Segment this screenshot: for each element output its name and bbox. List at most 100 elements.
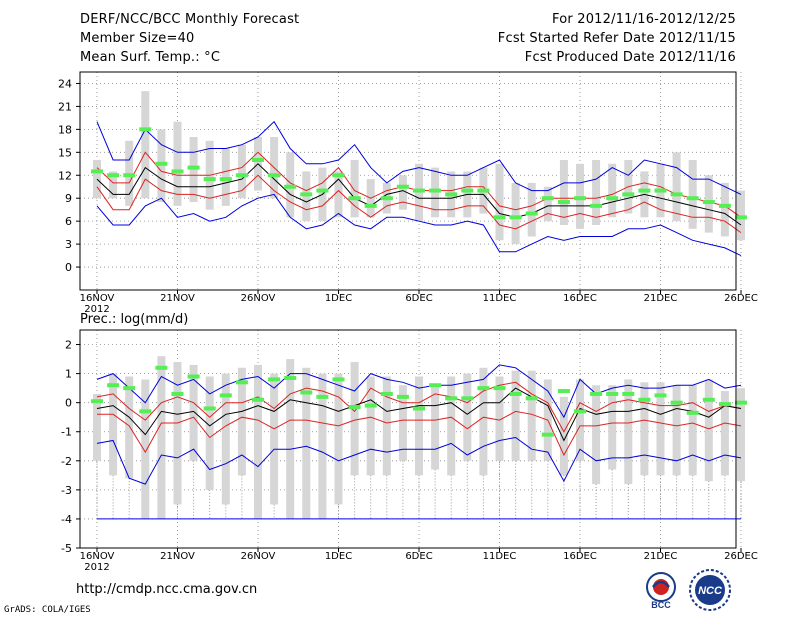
ensemble-box [415,376,423,476]
ncc-logo-text: NCC [698,585,723,597]
ensemble-box [688,159,697,229]
ensemble-box [398,175,407,210]
median-marker [735,400,747,405]
ensemble-box [173,361,182,505]
median-marker [107,173,120,178]
bcc-logo-text: BCC [651,600,671,610]
x-tick-label: 16DEC [563,551,597,562]
ensemble-box [463,373,472,461]
x-tick-label: 11DEC [483,551,517,562]
x-tick-label: 26NOV [241,293,276,304]
forecast-period: For 2012/11/16-2012/12/25 [552,12,736,27]
min-line [96,436,742,485]
median-marker [525,396,538,401]
median-marker [171,169,184,174]
x-tick-label: 26NOV [241,551,276,562]
ensemble-box [511,182,520,245]
y-tick-label: 6 [65,215,72,228]
median-marker [155,161,168,166]
plot-2: -5 -4 -3 -2 -1 0 1 2 16NOV 21NOV 26NOV 1DEC 6DEC 11DE… [61,329,758,573]
variable1-label: Mean Surf. Temp.: °C [80,50,221,65]
ensemble-box [511,370,520,461]
y-tick-label: -5 [61,542,72,555]
median-marker [380,391,393,396]
max-line [96,120,742,195]
median-marker [509,215,522,220]
ensemble-box [640,382,649,476]
median-marker [429,188,442,193]
source-url[interactable]: http://cmdp.ncc.cma.gov.cn [76,582,258,597]
ensemble-box [237,144,246,199]
ensemble-box [479,367,488,476]
median-marker [235,173,248,178]
ncc-logo: NCC [686,568,734,616]
x-tick-label: 6DEC [405,551,432,562]
y-tick-label: 12 [58,169,72,182]
median-marker [235,380,248,385]
x-tick-label: 11DEC [483,293,517,304]
ensemble-box [624,379,633,485]
ensemble-box [608,163,617,218]
ensemble-box [254,364,262,519]
median-marker [364,203,377,208]
bcc-logo: BCC [640,570,682,614]
ensemble-box [125,376,134,479]
median-marker [541,432,554,437]
median-marker [718,203,731,208]
x-tick-label: 1DEC [325,293,352,304]
ensemble-box [270,373,279,505]
median-marker [670,400,683,405]
median-marker [461,396,474,401]
ensemble-box [527,370,536,461]
ensemble-box [350,159,359,218]
median-marker [187,374,200,379]
ensemble-box [93,159,101,199]
median-marker [670,192,683,197]
median-marker [123,386,136,391]
plot-1: 0 3 6 9 12 15 18 21 24 16NOV 21NOV 26NOV 1DEC 6DEC 11D… [58,71,758,327]
median-marker [316,188,329,193]
median-marker [622,192,635,197]
median-marker [686,196,699,201]
y-tick-label: 18 [58,123,72,136]
max-line [96,364,742,419]
median-marker [574,196,586,201]
ensemble-box [173,121,182,206]
median-marker [380,196,393,201]
median-marker [622,391,635,396]
y-tick-label: 21 [58,100,72,113]
ensemble-box [286,359,295,519]
min-line [96,193,742,257]
median-marker [445,192,458,197]
ensemble-box [318,373,327,519]
median-marker [284,375,297,380]
ncc-logo-disc [695,575,725,605]
x-tick-label: 21NOV [160,551,195,562]
ensemble-box [398,385,407,461]
grads-credit: GrADS: COLA/IGES [4,605,91,615]
ensemble-box [205,376,214,490]
median-marker [91,169,103,174]
median-marker [139,127,152,132]
x-tick-label: 26DEC [724,551,758,562]
ensemble-box [141,91,150,199]
ensemble-box [672,152,681,222]
median-marker [348,196,361,201]
ensemble-box [688,385,697,476]
median-marker [477,386,490,391]
median-marker [509,391,522,396]
ensemble-box [672,385,681,476]
median-marker [557,389,570,394]
y-tick-label: 15 [58,146,72,159]
median-marker [413,188,425,193]
ensemble-box [447,376,456,476]
median-marker [219,177,232,182]
produced-date: Fcst Produced Date 2012/11/16 [524,50,736,65]
ensemble-box [704,379,713,482]
ensemble-box [334,171,343,218]
median-marker [252,397,264,402]
lower-line [96,174,742,234]
median-marker [171,391,184,396]
median-marker [461,188,474,193]
ensemble-box [431,385,440,470]
